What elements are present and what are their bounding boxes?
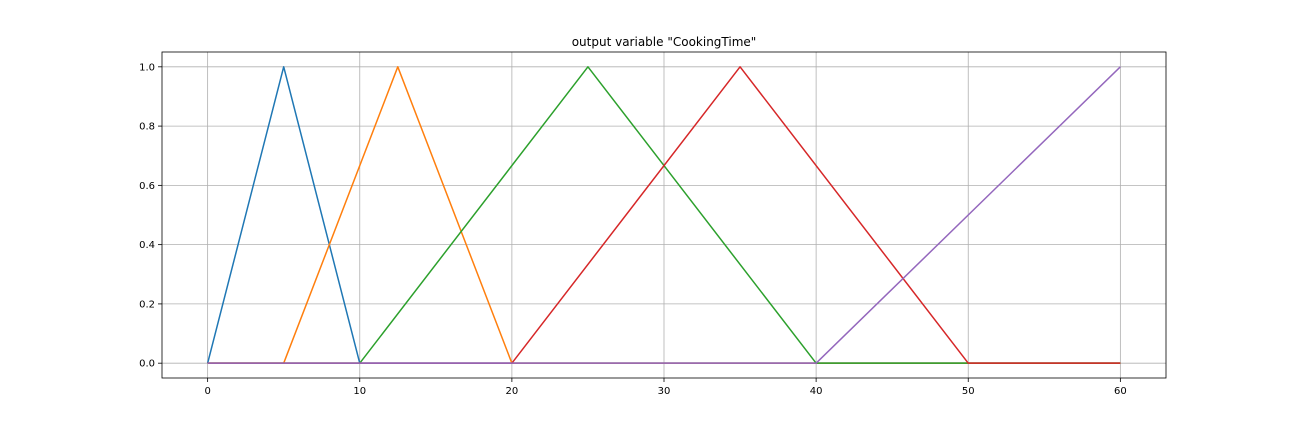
x-tick-label-4: 40	[810, 386, 823, 397]
x-tick-label-6: 60	[1114, 386, 1127, 397]
x-tick-label-0: 0	[204, 386, 210, 397]
y-tick-label-1: 0.2	[139, 299, 155, 310]
chart-title: output variable "CookingTime"	[572, 35, 757, 49]
y-tick-label-0: 0.0	[139, 359, 155, 370]
y-tick-label-2: 0.4	[139, 240, 155, 251]
y-tick-label-3: 0.6	[139, 181, 155, 192]
x-tick-label-1: 10	[353, 386, 366, 397]
ticks: 0 10 20 30 40 50 60 0.0 0.2 0.4 0.6 0.8 1.0	[139, 62, 1127, 397]
y-tick-label-4: 0.8	[139, 122, 155, 133]
y-tick-label-5: 1.0	[139, 62, 155, 73]
x-tick-label-3: 30	[658, 386, 671, 397]
series-layer	[206, 66, 1121, 364]
x-tick-label-5: 50	[962, 386, 975, 397]
series-line-4	[207, 66, 1121, 364]
x-tick-label-2: 20	[506, 386, 519, 397]
